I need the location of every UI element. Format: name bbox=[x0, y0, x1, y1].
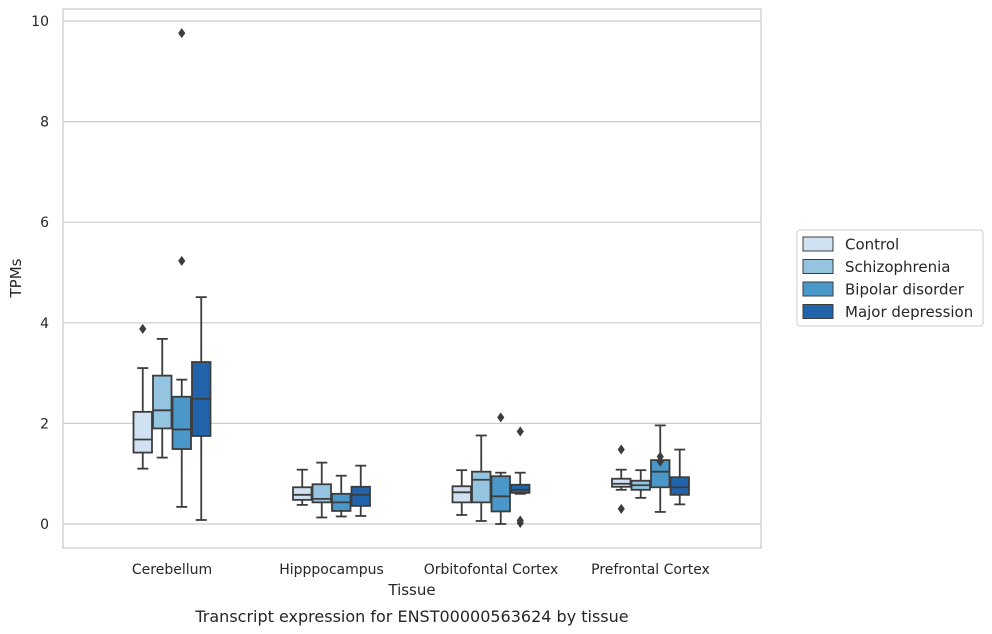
iqr-box bbox=[611, 477, 632, 488]
box-schizophrenia bbox=[630, 469, 651, 499]
legend-frame bbox=[796, 229, 984, 327]
legend-swatch bbox=[802, 304, 834, 319]
box-control bbox=[132, 323, 153, 470]
x-tick-label: Prefrontal Cortex bbox=[591, 562, 710, 578]
box-control bbox=[611, 444, 632, 514]
box-schizophrenia bbox=[311, 461, 332, 519]
box-major-depression bbox=[350, 464, 371, 517]
iqr-box bbox=[669, 476, 690, 496]
box-bipolar-disorder bbox=[331, 474, 352, 518]
iqr-box bbox=[510, 483, 531, 494]
y-tick-label: 8 bbox=[40, 115, 49, 131]
x-tick-labels: Cerebellum Hipppocampus Orbitofontal Corte… bbox=[132, 562, 710, 578]
iqr-box bbox=[451, 485, 472, 504]
iqr-box bbox=[292, 486, 313, 501]
outlier-point bbox=[178, 28, 186, 39]
iqr-box bbox=[152, 374, 173, 430]
y-tick-label: 6 bbox=[40, 215, 49, 231]
outlier-point bbox=[516, 517, 524, 528]
legend-swatch bbox=[802, 236, 834, 252]
legend-swatch bbox=[802, 259, 834, 274]
iqr-box bbox=[471, 470, 492, 504]
y-tick-label: 2 bbox=[40, 416, 49, 432]
iqr-box bbox=[311, 483, 332, 504]
legend-label: Schizophrenia bbox=[845, 258, 950, 276]
chart-caption: Transcript expression for ENST0000056362… bbox=[194, 607, 628, 626]
x-tick-label: Hipppocampus bbox=[279, 562, 384, 578]
box-major-depression bbox=[510, 426, 531, 528]
outlier-point bbox=[497, 412, 505, 423]
outlier-point bbox=[139, 323, 147, 334]
y-tick-label: 0 bbox=[40, 517, 49, 533]
x-tick-label: Cerebellum bbox=[132, 562, 212, 578]
y-tick-labels: 0 2 4 6 8 10 bbox=[31, 14, 49, 533]
box-major-depression bbox=[191, 296, 212, 521]
y-tick-label: 10 bbox=[31, 14, 49, 30]
legend-label: Bipolar disorder bbox=[845, 281, 965, 299]
legend-label: Major depression bbox=[845, 303, 973, 321]
outlier-point bbox=[656, 456, 664, 467]
x-axis-title: Tissue bbox=[387, 581, 435, 599]
iqr-box bbox=[350, 485, 371, 507]
plot-frame bbox=[62, 8, 762, 549]
box-major-depression bbox=[669, 448, 690, 506]
box-control bbox=[292, 468, 313, 506]
boxes bbox=[132, 28, 690, 528]
x-tick-label: Orbitofontal Cortex bbox=[424, 562, 559, 578]
box-schizophrenia bbox=[471, 434, 492, 522]
outlier-point bbox=[617, 444, 625, 455]
y-axis-title: TPMs bbox=[7, 258, 25, 298]
plot-background bbox=[63, 9, 761, 548]
outlier-point bbox=[178, 255, 186, 266]
box-bipolar-disorder bbox=[171, 28, 192, 508]
outlier-point bbox=[516, 426, 524, 437]
box-schizophrenia bbox=[152, 337, 173, 459]
legend: Control Schizophrenia Bipolar disorder Majo… bbox=[796, 229, 984, 327]
iqr-box bbox=[490, 475, 511, 513]
iqr-box bbox=[171, 395, 192, 450]
outlier-point bbox=[656, 451, 664, 462]
legend-label: Control bbox=[845, 236, 899, 254]
box-bipolar-disorder bbox=[650, 424, 671, 513]
outlier-point bbox=[617, 503, 625, 514]
box-control bbox=[451, 469, 472, 516]
box-bipolar-disorder bbox=[490, 412, 511, 525]
iqr-box bbox=[132, 410, 153, 454]
legend-swatch bbox=[802, 281, 834, 297]
y-tick-label: 4 bbox=[40, 316, 49, 332]
